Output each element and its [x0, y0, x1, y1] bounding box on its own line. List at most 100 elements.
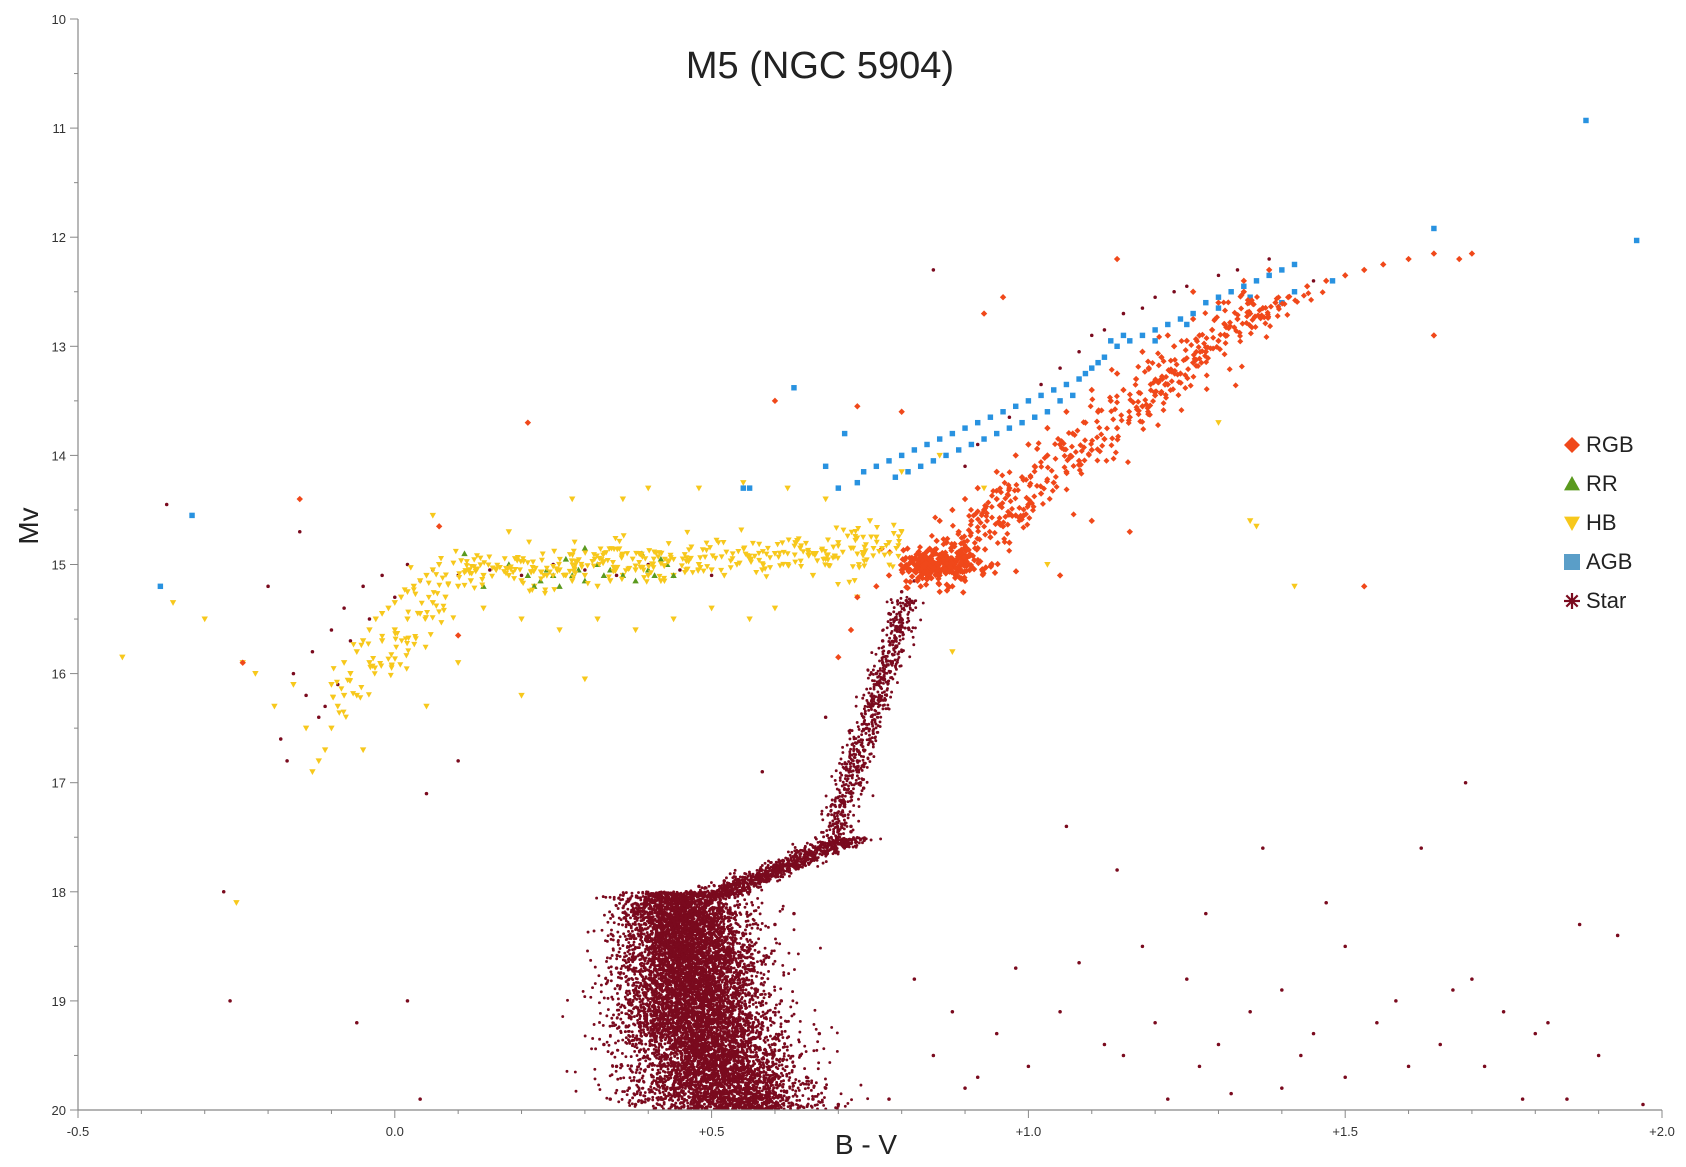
- point-star: [846, 1102, 849, 1105]
- point-star: [785, 1058, 788, 1061]
- point-star: [624, 935, 627, 938]
- point-star: [807, 1103, 810, 1106]
- point-star: [733, 971, 736, 974]
- point-star: [742, 989, 745, 992]
- point-star: [778, 1002, 781, 1005]
- point-star: [607, 997, 610, 1000]
- point-star: [676, 1057, 679, 1060]
- point-star: [613, 921, 616, 924]
- point-star: [605, 1014, 608, 1017]
- point-star: [621, 1039, 624, 1042]
- point-star: [624, 966, 627, 969]
- point-star: [595, 897, 598, 900]
- point-star: [657, 1046, 660, 1049]
- point-star: [791, 1061, 794, 1064]
- point-star: [687, 1095, 690, 1098]
- point-star: [744, 906, 747, 909]
- point-star: [813, 1023, 816, 1026]
- point-star: [626, 1093, 629, 1096]
- point-star: [659, 1060, 662, 1063]
- point-star: [635, 1071, 638, 1074]
- point-star: [767, 970, 770, 973]
- point-star: [631, 1071, 634, 1074]
- point-star: [794, 1090, 797, 1093]
- point-star: [656, 1102, 659, 1105]
- point-star: [751, 1084, 754, 1087]
- point-star: [618, 902, 621, 905]
- point-star: [607, 1050, 610, 1053]
- point-star: [771, 1089, 774, 1092]
- point-star: [628, 953, 631, 956]
- point-star: [667, 1092, 670, 1095]
- point-star: [629, 1067, 632, 1070]
- point-star: [669, 1042, 672, 1045]
- point-star: [780, 1080, 783, 1083]
- point-star: [601, 929, 604, 932]
- point-star: [787, 972, 790, 975]
- point-star: [617, 943, 620, 946]
- point-star: [599, 1012, 602, 1015]
- point-star: [866, 1097, 869, 1100]
- point-star: [607, 934, 610, 937]
- point-star: [590, 1047, 593, 1050]
- point-star: [836, 1050, 839, 1053]
- point-star: [779, 1058, 782, 1061]
- point-star: [594, 982, 597, 985]
- point-star: [781, 1036, 784, 1039]
- point-star: [607, 966, 610, 969]
- point-star: [692, 961, 695, 964]
- point-star: [638, 958, 641, 961]
- point-star: [745, 902, 748, 905]
- point-star: [775, 1058, 778, 1061]
- point-star: [633, 1050, 636, 1053]
- point-star: [610, 1017, 613, 1020]
- point-star: [616, 1017, 619, 1020]
- point-star: [605, 1097, 608, 1100]
- point-star: [763, 981, 766, 984]
- point-star: [756, 927, 759, 930]
- point-star: [636, 913, 639, 916]
- point-star: [804, 1087, 807, 1090]
- point-star: [763, 996, 766, 999]
- point-star: [614, 1092, 617, 1095]
- point-star: [756, 924, 759, 927]
- point-star: [658, 1103, 661, 1106]
- point-star: [782, 1083, 785, 1086]
- point-star: [608, 1044, 611, 1047]
- point-star: [641, 1077, 644, 1080]
- point-star: [755, 941, 758, 944]
- point-star: [638, 943, 641, 946]
- point-star: [635, 937, 638, 940]
- point-star: [649, 1085, 652, 1088]
- point-star: [811, 1095, 814, 1098]
- point-star: [741, 991, 744, 994]
- point-star: [591, 1037, 594, 1040]
- point-star: [598, 1038, 601, 1041]
- point-star: [750, 901, 753, 904]
- point-star: [775, 1062, 778, 1065]
- point-star: [821, 1099, 824, 1102]
- point-star: [721, 947, 724, 950]
- point-star: [807, 1097, 810, 1100]
- point-star: [647, 1048, 650, 1051]
- point-star: [602, 1024, 605, 1027]
- point-star: [617, 1100, 620, 1103]
- point-star: [657, 1069, 660, 1072]
- point-star: [638, 1025, 641, 1028]
- point-star: [785, 1065, 788, 1068]
- point-star: [600, 984, 603, 987]
- point-star: [782, 974, 785, 977]
- point-star: [774, 938, 777, 941]
- point-star: [761, 977, 764, 980]
- point-star: [782, 905, 785, 908]
- point-star: [604, 977, 607, 980]
- point-star: [615, 1070, 618, 1073]
- point-star: [764, 925, 767, 928]
- point-star: [625, 975, 628, 978]
- point-star: [657, 977, 660, 980]
- point-star: [591, 986, 594, 989]
- point-star: [770, 952, 773, 955]
- point-star: [788, 1076, 791, 1079]
- point-star: [761, 922, 764, 925]
